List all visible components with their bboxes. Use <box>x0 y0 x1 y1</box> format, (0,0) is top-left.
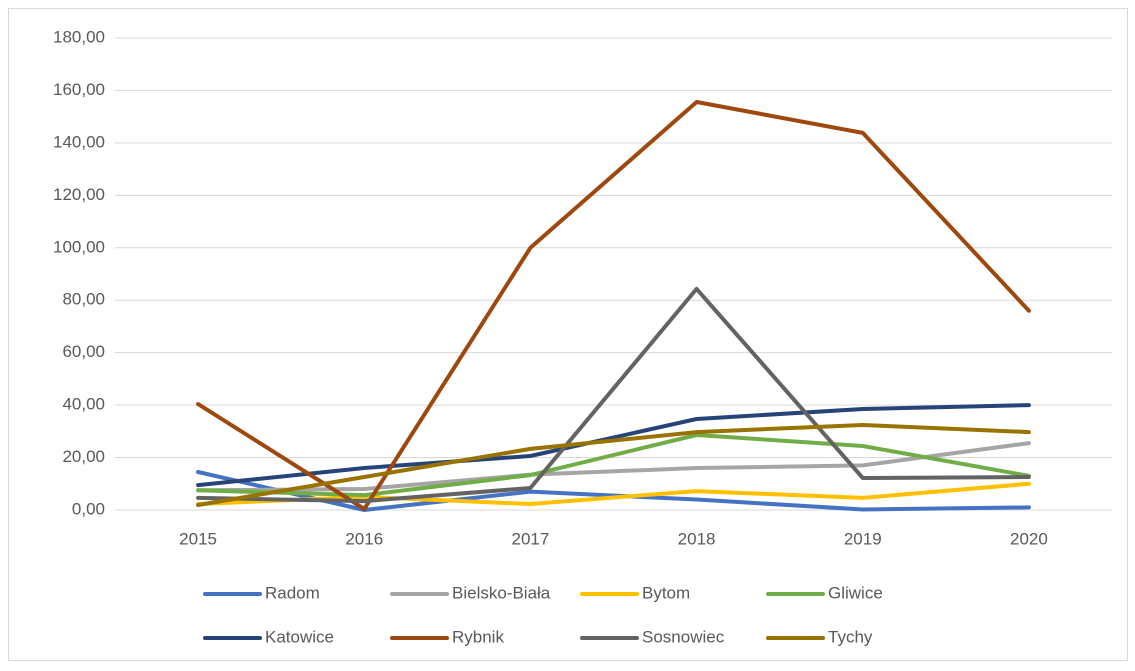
series-line <box>196 481 1031 506</box>
x-tick-label: 2017 <box>512 529 550 548</box>
y-tick-label: 60,00 <box>62 342 105 361</box>
series-line <box>196 100 1031 511</box>
x-tick-label: 2018 <box>678 529 716 548</box>
y-tick-label: 120,00 <box>53 185 105 204</box>
legend-label: Sosnowiec <box>642 627 725 646</box>
y-tick-label: 160,00 <box>53 80 105 99</box>
series-line <box>196 403 1031 488</box>
x-tick-label: 2015 <box>179 529 217 548</box>
legend-label: Radom <box>265 583 320 602</box>
chart-border <box>8 8 1128 661</box>
legend-label: Tychy <box>828 627 873 646</box>
y-tick-label: 80,00 <box>62 290 105 309</box>
series-line <box>196 433 1031 498</box>
y-tick-label: 140,00 <box>53 132 105 151</box>
x-tick-label: 2016 <box>345 529 383 548</box>
series-line <box>196 423 1031 507</box>
y-tick-label: 40,00 <box>62 395 105 414</box>
x-tick-label: 2019 <box>844 529 882 548</box>
y-tick-label: 100,00 <box>53 237 105 256</box>
x-tick-label: 2020 <box>1010 529 1048 548</box>
y-tick-label: 180,00 <box>53 27 105 46</box>
series-line <box>196 286 1031 504</box>
legend-label: Bytom <box>642 583 690 602</box>
legend-label: Gliwice <box>828 583 883 602</box>
y-tick-label: 20,00 <box>62 447 105 466</box>
legend-label: Bielsko-Biała <box>452 583 551 602</box>
legend-label: Katowice <box>265 627 334 646</box>
y-tick-label: 0,00 <box>72 499 105 518</box>
legend-label: Rybnik <box>452 627 504 646</box>
